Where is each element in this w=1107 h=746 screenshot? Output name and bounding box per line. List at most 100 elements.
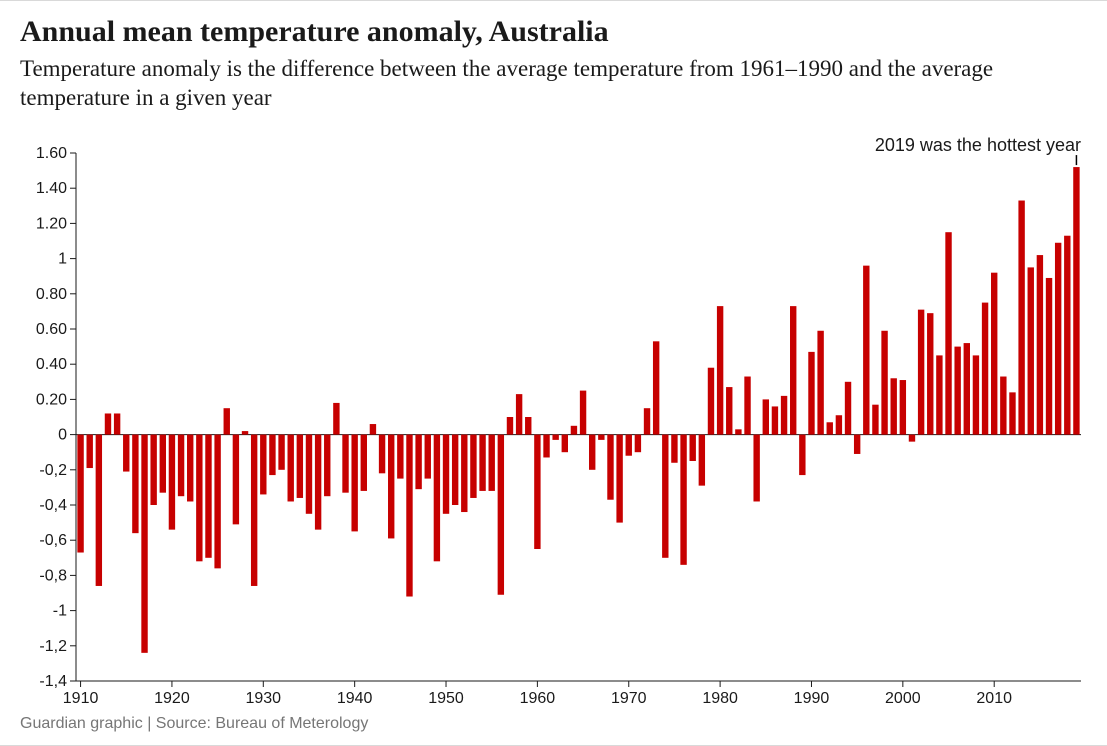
bar-1971 xyxy=(635,435,641,453)
bar-1957 xyxy=(507,417,513,435)
bar-2017 xyxy=(1055,243,1061,435)
bar-1998 xyxy=(881,331,887,435)
bar-1981 xyxy=(726,387,732,435)
bar-2010 xyxy=(991,273,997,435)
bar-1968 xyxy=(607,435,613,500)
bar-1966 xyxy=(589,435,595,470)
bar-1987 xyxy=(781,396,787,435)
bar-1983 xyxy=(744,377,750,435)
bar-2007 xyxy=(964,343,970,435)
bar-2014 xyxy=(1028,268,1034,435)
bar-1960 xyxy=(534,435,540,549)
bar-1977 xyxy=(690,435,696,461)
bar-1970 xyxy=(626,435,632,456)
bar-1934 xyxy=(297,435,303,498)
bar-2013 xyxy=(1018,201,1024,435)
bar-1964 xyxy=(571,426,577,435)
bar-2001 xyxy=(909,435,915,442)
bar-1994 xyxy=(845,382,851,435)
svg-text:1.60: 1.60 xyxy=(36,145,67,162)
bar-1914 xyxy=(114,414,120,435)
svg-text:-0,4: -0,4 xyxy=(39,497,67,514)
bar-1945 xyxy=(397,435,403,479)
bar-2018 xyxy=(1064,236,1070,435)
bar-1980 xyxy=(717,306,723,434)
bar-2006 xyxy=(954,347,960,435)
bar-1992 xyxy=(827,423,833,435)
svg-text:-0,8: -0,8 xyxy=(39,568,67,585)
bar-1912 xyxy=(96,435,102,586)
svg-text:1940: 1940 xyxy=(337,690,373,707)
bar-2002 xyxy=(918,310,924,435)
bar-1921 xyxy=(178,435,184,497)
bar-1976 xyxy=(680,435,686,565)
svg-text:1950: 1950 xyxy=(428,690,464,707)
bar-1950 xyxy=(443,435,449,514)
chart-frame: Annual mean temperature anomaly, Austral… xyxy=(0,0,1107,746)
bar-1956 xyxy=(498,435,504,595)
bar-1939 xyxy=(342,435,348,493)
svg-text:1910: 1910 xyxy=(63,690,99,707)
bar-2008 xyxy=(973,356,979,435)
bar-2016 xyxy=(1046,278,1052,435)
bar-1958 xyxy=(516,394,522,434)
svg-text:2000: 2000 xyxy=(885,690,921,707)
svg-text:-0,2: -0,2 xyxy=(39,462,67,479)
bar-1924 xyxy=(205,435,211,558)
bar-1911 xyxy=(87,435,93,468)
bar-1941 xyxy=(361,435,367,491)
bar-1920 xyxy=(169,435,175,530)
bar-1925 xyxy=(214,435,220,569)
bar-1936 xyxy=(315,435,321,530)
bar-1938 xyxy=(333,403,339,435)
chart-title: Annual mean temperature anomaly, Austral… xyxy=(20,15,1087,50)
bar-1935 xyxy=(306,435,312,514)
bar-1978 xyxy=(699,435,705,486)
bar-1948 xyxy=(425,435,431,479)
bar-2011 xyxy=(1000,377,1006,435)
bar-1993 xyxy=(836,416,842,435)
bar-1947 xyxy=(415,435,421,490)
bar-1953 xyxy=(470,435,476,498)
svg-text:1.40: 1.40 xyxy=(36,180,67,197)
bar-2004 xyxy=(936,356,942,435)
bar-2012 xyxy=(1009,393,1015,435)
svg-text:1970: 1970 xyxy=(611,690,647,707)
bar-1959 xyxy=(525,417,531,435)
svg-text:-0,6: -0,6 xyxy=(39,532,67,549)
svg-text:0.80: 0.80 xyxy=(36,286,67,303)
bar-2003 xyxy=(927,313,933,434)
svg-text:1960: 1960 xyxy=(520,690,556,707)
bar-2019 xyxy=(1073,167,1079,435)
bar-1985 xyxy=(763,400,769,435)
bar-1952 xyxy=(461,435,467,512)
bar-chart-svg: -1,4-1,2-1-0,8-0,6-0,4-0,200.200.400.600… xyxy=(20,131,1087,709)
bar-1973 xyxy=(653,342,659,435)
bar-1954 xyxy=(479,435,485,491)
bar-1910 xyxy=(77,435,83,553)
bar-1944 xyxy=(388,435,394,539)
bar-1916 xyxy=(132,435,138,534)
bar-1928 xyxy=(242,431,248,435)
svg-text:1980: 1980 xyxy=(702,690,738,707)
bar-1996 xyxy=(863,266,869,435)
svg-text:1.20: 1.20 xyxy=(36,216,67,233)
svg-text:0.20: 0.20 xyxy=(36,392,67,409)
chart-source: Guardian graphic | Source: Bureau of Met… xyxy=(20,715,1087,733)
bar-1951 xyxy=(452,435,458,505)
bar-1940 xyxy=(351,435,357,532)
bar-1942 xyxy=(370,424,376,435)
bar-2000 xyxy=(900,380,906,435)
bar-1975 xyxy=(671,435,677,463)
bar-1915 xyxy=(123,435,129,472)
bar-1979 xyxy=(708,368,714,435)
bar-1991 xyxy=(817,331,823,435)
bar-1943 xyxy=(379,435,385,474)
svg-text:1930: 1930 xyxy=(245,690,281,707)
bar-1932 xyxy=(278,435,284,470)
bar-1997 xyxy=(872,405,878,435)
annotation-hottest-year: 2019 was the hottest year xyxy=(875,135,1081,155)
bar-2015 xyxy=(1037,255,1043,435)
svg-text:2010: 2010 xyxy=(976,690,1012,707)
svg-text:-1,2: -1,2 xyxy=(39,638,67,655)
